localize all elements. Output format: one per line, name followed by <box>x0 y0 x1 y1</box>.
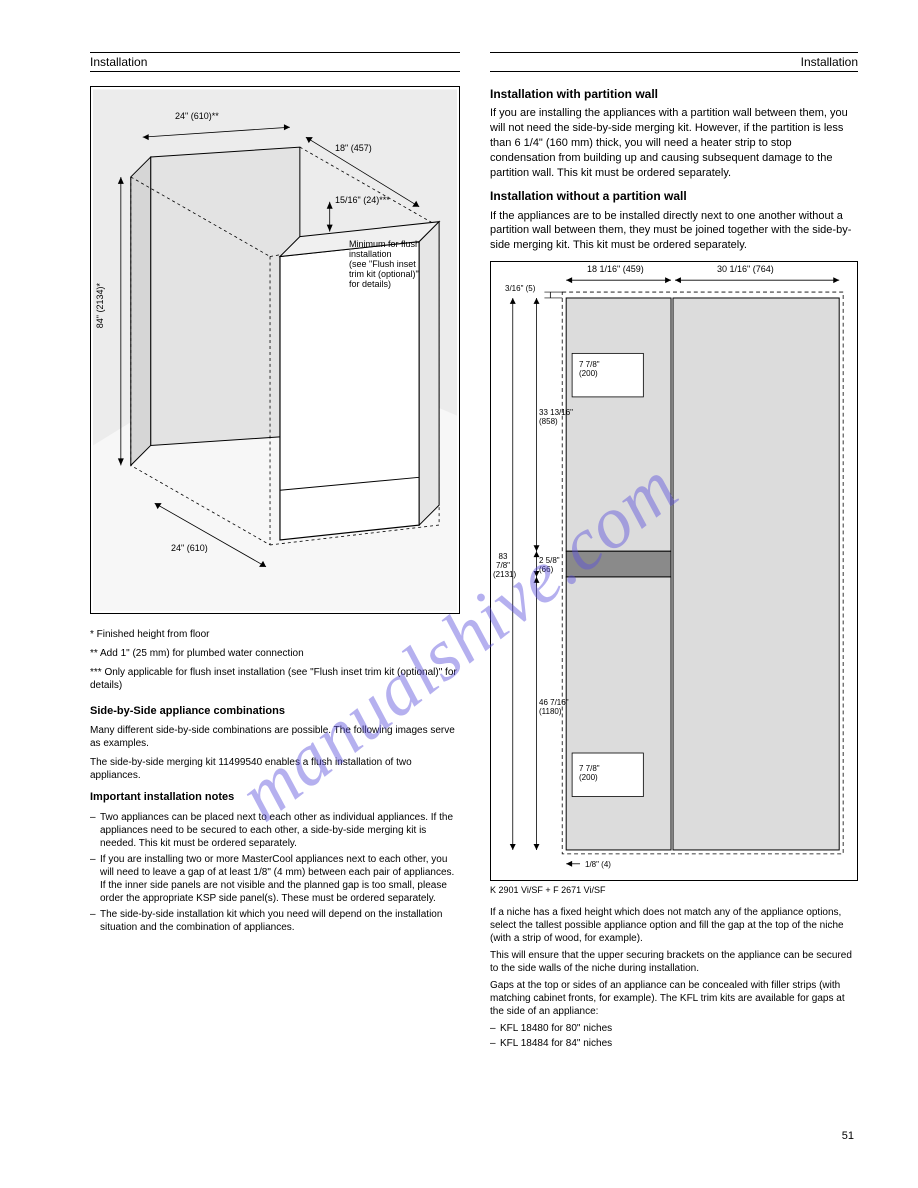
dim-gap-top: 3/16" (5) <box>505 284 535 293</box>
right-header: Installation <box>490 55 858 69</box>
footnote-2: ** Add 1" (25 mm) for plumbed water conn… <box>90 647 460 660</box>
page-number: 51 <box>842 1130 854 1142</box>
dim-bottom-gap: 1/8" (4) <box>585 860 611 869</box>
figure-front-elevation: 18 1/16" (459) 30 1/16" (764) 3/16" (5) … <box>490 261 858 881</box>
sbs-p2: The side-by-side merging kit 11499540 en… <box>90 756 460 782</box>
inst-note-1: Two appliances can be placed next to eac… <box>90 811 460 850</box>
uf2-p3: Gaps at the top or sides of an appliance… <box>490 979 858 1018</box>
dim-h-upper: 33 13/16" (858) <box>539 408 573 426</box>
footnote-3: *** Only applicable for flush inset inst… <box>90 666 460 692</box>
uf2-p1: If a niche has a fixed height which does… <box>490 906 858 945</box>
dim-width-top: 18" (457) <box>335 143 372 153</box>
no-partition-p1: If the appliances are to be installed di… <box>490 209 858 254</box>
uf2-b2: KFL 18484 for 84" niches <box>490 1037 858 1050</box>
dim-floor: 24" (610) <box>171 543 208 553</box>
inst-notes-heading: Important installation notes <box>90 790 460 804</box>
dim-h-lower: 46 7/16" (1180) <box>539 698 569 716</box>
dim-w-left: 18 1/16" (459) <box>587 264 644 274</box>
partition-heading: Installation with partition wall <box>490 86 858 102</box>
dim-gap-right: 15/16" (24)*** <box>335 195 390 205</box>
footnote-1: * Finished height from floor <box>90 628 460 641</box>
no-partition-heading: Installation without a partition wall <box>490 188 858 204</box>
dim-w-right: 30 1/16" (764) <box>717 264 774 274</box>
dim-depth-top: 24" (610)** <box>175 111 219 121</box>
fig1-note: Minimum for flush installation (see "Flu… <box>349 239 449 289</box>
dim-upper-cut: 7 7/8" (200) <box>579 360 600 378</box>
left-header: Installation <box>90 55 460 69</box>
sbs-heading: Side-by-Side appliance combinations <box>90 704 460 718</box>
combo-label: K 2901 Vi/SF + F 2671 Vi/SF <box>490 885 858 896</box>
dim-h-bar: 2 5/8" (66) <box>539 556 560 574</box>
uf2-p2: This will ensure that the upper securing… <box>490 949 858 975</box>
dim-lower-cut: 7 7/8" (200) <box>579 764 600 782</box>
uf2-b1: KFL 18480 for 80" niches <box>490 1022 858 1035</box>
dim-h-total: 83 7/8" (2131) <box>493 552 513 579</box>
partition-p1: If you are installing the appliances wit… <box>490 106 858 180</box>
sbs-p1: Many different side-by-side combinations… <box>90 724 460 750</box>
inst-note-2: If you are installing two or more Master… <box>90 853 460 905</box>
inst-note-3: The side-by-side installation kit which … <box>90 908 460 934</box>
figure-niche-3d: 24" (610)** 18" (457) 15/16" (24)*** 84"… <box>90 86 460 614</box>
dim-height: 84" (2134)* <box>95 283 105 328</box>
